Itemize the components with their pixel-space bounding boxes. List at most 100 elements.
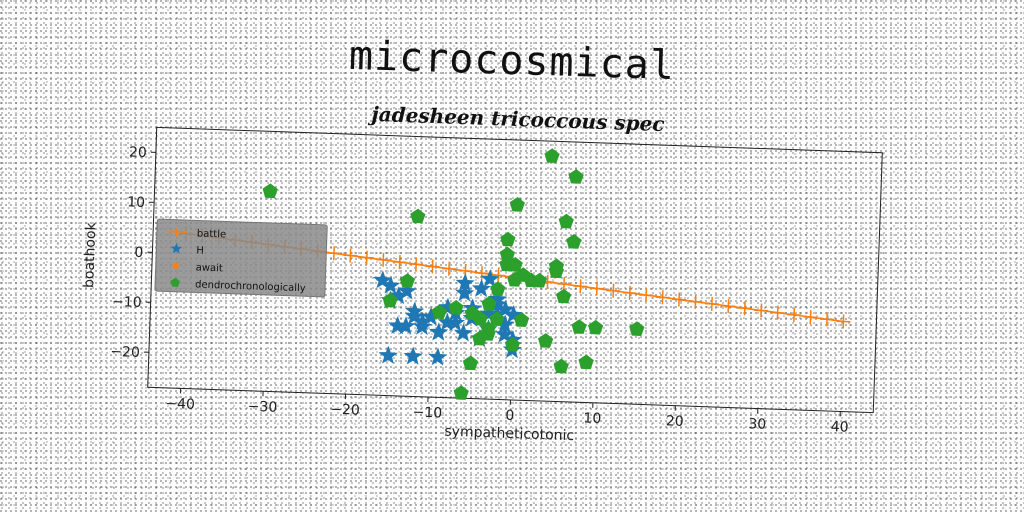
series-dendrochronologically-point — [489, 311, 505, 327]
x-axis-label: sympatheticotonic — [444, 424, 574, 445]
series-battle-point — [819, 312, 834, 327]
series-battle-point — [589, 281, 604, 296]
legend-label: await — [196, 262, 224, 274]
series-battle-point — [606, 283, 621, 298]
series-dendrochronologically-point — [588, 319, 604, 335]
series-battle-point — [425, 259, 440, 274]
series-dendrochronologically-point — [509, 197, 525, 212]
y-tick-label: 20 — [129, 144, 147, 161]
series-dendrochronologically-point — [382, 292, 398, 308]
legend-item: battle — [166, 226, 226, 240]
series-dendrochronologically-point — [553, 358, 569, 374]
series-h-point — [388, 315, 408, 335]
series-dendrochronologically-point — [453, 385, 469, 400]
series-battle-point — [836, 314, 851, 329]
series-dendrochronologically-point — [480, 326, 496, 341]
y-tick-label: 0 — [134, 245, 143, 261]
x-tick-label: 30 — [748, 416, 766, 433]
series-dendrochronologically-point — [629, 321, 645, 336]
series-battle-point — [803, 310, 818, 325]
series-dendrochronologically-point — [548, 263, 564, 279]
series-dendrochronologically-point — [472, 310, 488, 326]
series-battle-point — [787, 307, 802, 322]
series-h-point — [397, 281, 417, 300]
series-h-point — [373, 270, 393, 289]
legend-item: await — [172, 262, 224, 274]
series-h-point — [428, 347, 448, 366]
series-battle-point — [704, 296, 719, 311]
series-dendrochronologically-point — [448, 299, 464, 315]
series-battle-point — [737, 301, 752, 316]
series-h-point — [471, 278, 491, 298]
series-dendrochronologically-point — [504, 336, 521, 352]
x-tick-label: −40 — [165, 396, 195, 413]
x-tick-label: −20 — [330, 402, 360, 419]
series-dendrochronologically-point — [490, 281, 506, 297]
x-tick-label: 40 — [831, 419, 849, 436]
legend-marker — [170, 277, 181, 287]
series-battle-point — [639, 288, 654, 303]
series-dendrochronologically-point — [262, 183, 278, 199]
series-h-point — [421, 307, 441, 326]
series-h-point — [381, 275, 401, 294]
plot-area: −40 −30 −20 −10 0 10 20 30 40 −20 −10 0 10 20 sympat… — [81, 126, 883, 445]
legend-marker — [171, 226, 182, 237]
y-tick-label: −20 — [110, 344, 140, 361]
x-tick-label: 10 — [583, 410, 601, 427]
legend-box — [154, 218, 328, 298]
series-dendrochronologically-point — [399, 273, 416, 288]
series-dendrochronologically-point — [578, 354, 594, 370]
series-dendrochronologically-point — [566, 234, 582, 249]
series-dendrochronologically-point — [558, 213, 574, 229]
series-battle-point — [409, 257, 424, 272]
legend-item: H — [170, 242, 204, 257]
series-h-point — [495, 314, 515, 333]
series-battle-point — [721, 299, 736, 314]
series-h-point — [396, 316, 416, 335]
legend-label: dendrochronologically — [195, 279, 306, 294]
legend-marker — [172, 262, 179, 269]
series-battle-point — [392, 255, 407, 270]
series-h-point — [378, 345, 398, 364]
series-h-point — [504, 304, 524, 324]
y-tick-label: −10 — [112, 294, 142, 311]
x-tick-label: 0 — [505, 408, 514, 424]
series-dendrochronologically-point — [462, 355, 479, 371]
legend-item: dendrochronologically — [170, 277, 306, 294]
series-h-point — [429, 322, 449, 341]
series-dendrochronologically-point — [410, 208, 426, 224]
chart-subtitle: jadesheen tricoccous spec — [367, 102, 665, 136]
series-battle-point — [326, 246, 341, 261]
series-dendrochronologically-point — [500, 231, 516, 247]
series-dendrochronologically-point — [556, 288, 572, 304]
series-battle-point — [573, 279, 588, 294]
series-battle-point — [655, 290, 670, 305]
series-dendrochronologically-point — [507, 257, 523, 272]
series-h-point — [437, 312, 457, 331]
series-h-point — [403, 346, 423, 365]
series-h-point — [455, 273, 475, 292]
series-dendrochronologically-point — [571, 319, 587, 334]
series-dendrochronologically-point — [481, 296, 497, 311]
y-axis-label: boathook — [81, 221, 99, 288]
y-tick-label: 10 — [127, 194, 145, 211]
series-dendrochronologically-point — [538, 333, 554, 348]
series-dendrochronologically-point — [531, 272, 548, 288]
series-battle-point — [491, 268, 506, 283]
series-h-point — [455, 283, 475, 302]
x-tick-label: 20 — [666, 413, 684, 430]
legend-label: H — [196, 245, 204, 256]
series-dendrochronologically-point — [499, 246, 516, 262]
series-battle-point — [770, 305, 785, 320]
series-dendrochronologically-point — [568, 169, 584, 184]
series-battle-point — [343, 248, 358, 263]
series-h-point — [412, 316, 432, 336]
series-dendrochronologically-point — [431, 304, 447, 320]
legend-marker — [170, 242, 183, 254]
y-axis: −20 −10 0 10 20 — [110, 144, 156, 361]
series-dendrochronologically — [262, 148, 645, 400]
series-battle-point — [359, 250, 374, 265]
series-battle-point — [688, 294, 703, 309]
